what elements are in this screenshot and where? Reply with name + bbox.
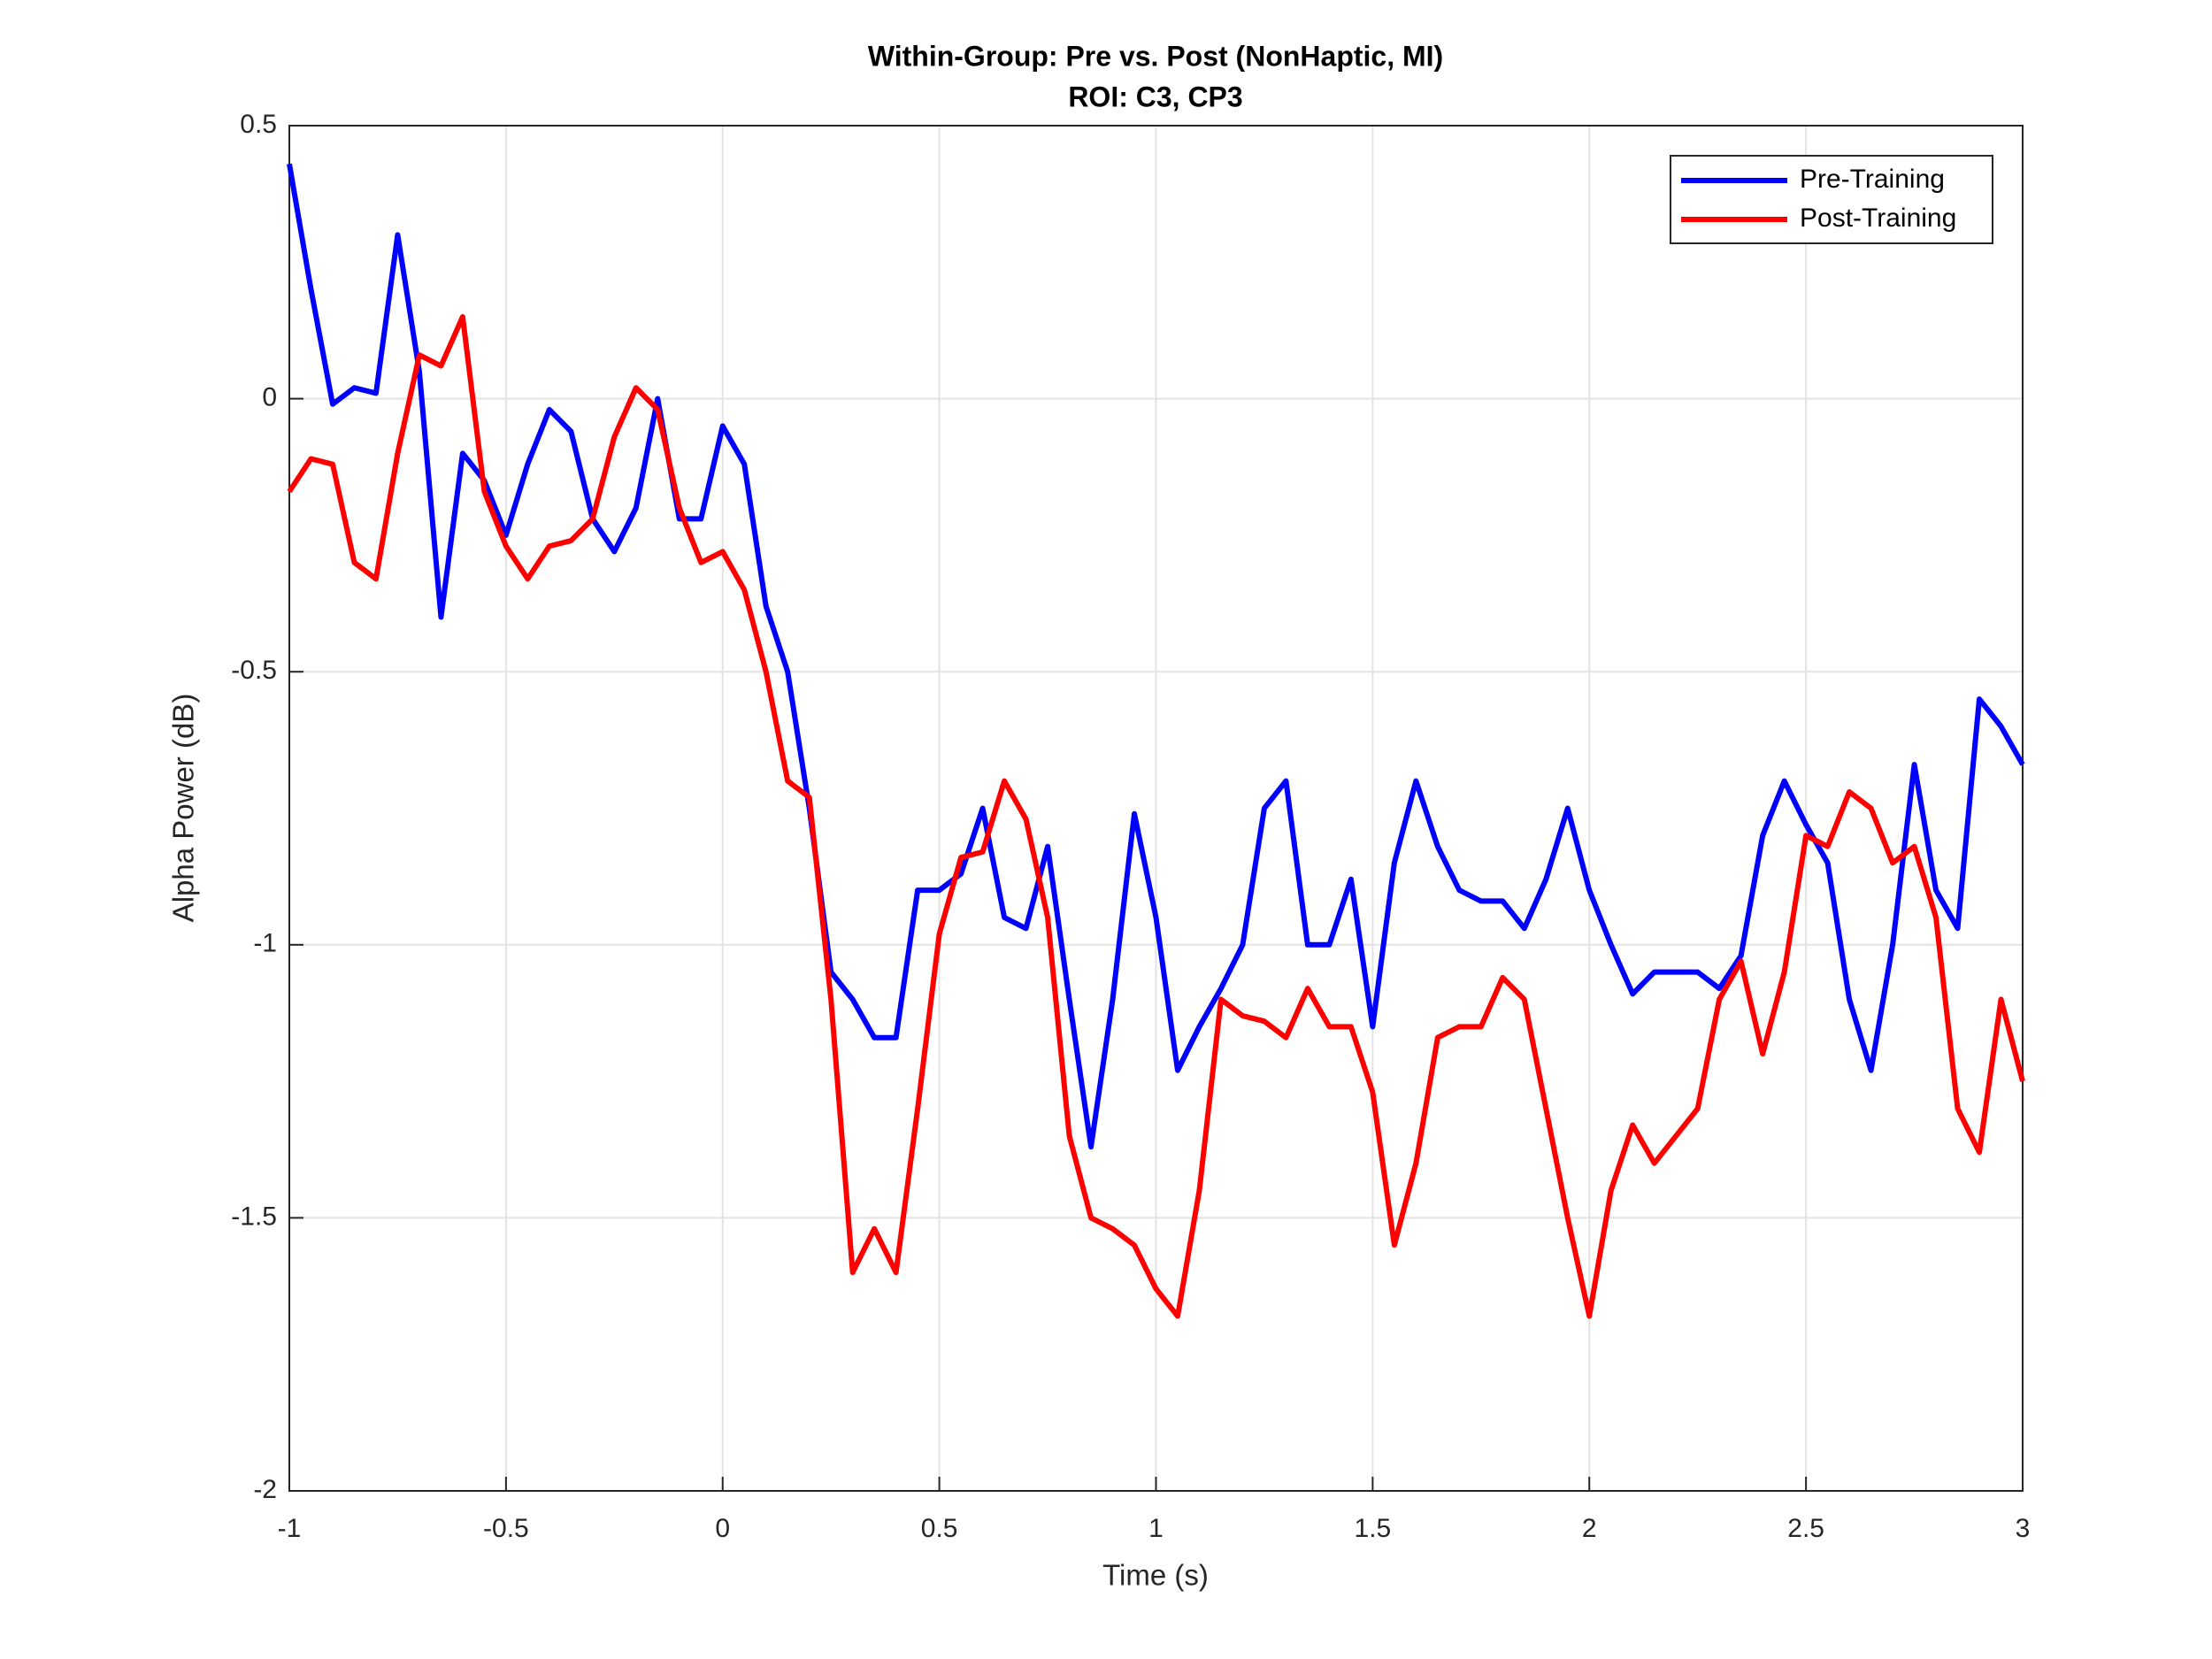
x-tick-label: 2 bbox=[1582, 1514, 1597, 1543]
x-tick-label: -1 bbox=[278, 1514, 302, 1543]
legend-label: Post-Training bbox=[1800, 204, 1956, 233]
x-tick-label: 0 bbox=[715, 1514, 730, 1543]
y-tick-label: 0 bbox=[262, 383, 277, 412]
chart-title: Within-Group: Pre vs. Post (NonHaptic, M… bbox=[868, 40, 1443, 72]
y-tick-label: -1.5 bbox=[231, 1202, 277, 1231]
line-series bbox=[287, 163, 2025, 1150]
line-series bbox=[287, 314, 2025, 1319]
x-tick-label: 2.5 bbox=[1787, 1514, 1824, 1543]
plot-frame bbox=[288, 125, 2024, 1492]
x-axis-label: Time (s) bbox=[1102, 1559, 1209, 1592]
legend-box bbox=[1670, 155, 1993, 244]
legend-label: Pre-Training bbox=[1800, 165, 1945, 194]
y-tick-label: -2 bbox=[253, 1475, 277, 1504]
x-tick-label: 3 bbox=[2016, 1514, 2031, 1543]
x-tick-label: 1.5 bbox=[1355, 1514, 1392, 1543]
y-tick-label: -1 bbox=[253, 929, 277, 958]
x-tick-label: 0.5 bbox=[921, 1514, 958, 1543]
y-axis-label: Alpha Power (dB) bbox=[167, 694, 200, 923]
x-tick-label: 1 bbox=[1148, 1514, 1164, 1543]
x-tick-label: -0.5 bbox=[483, 1514, 529, 1543]
y-tick-label: -0.5 bbox=[231, 656, 277, 685]
y-tick-label: 0.5 bbox=[240, 110, 277, 139]
chart-subtitle: ROI: C3, CP3 bbox=[1068, 81, 1242, 112]
